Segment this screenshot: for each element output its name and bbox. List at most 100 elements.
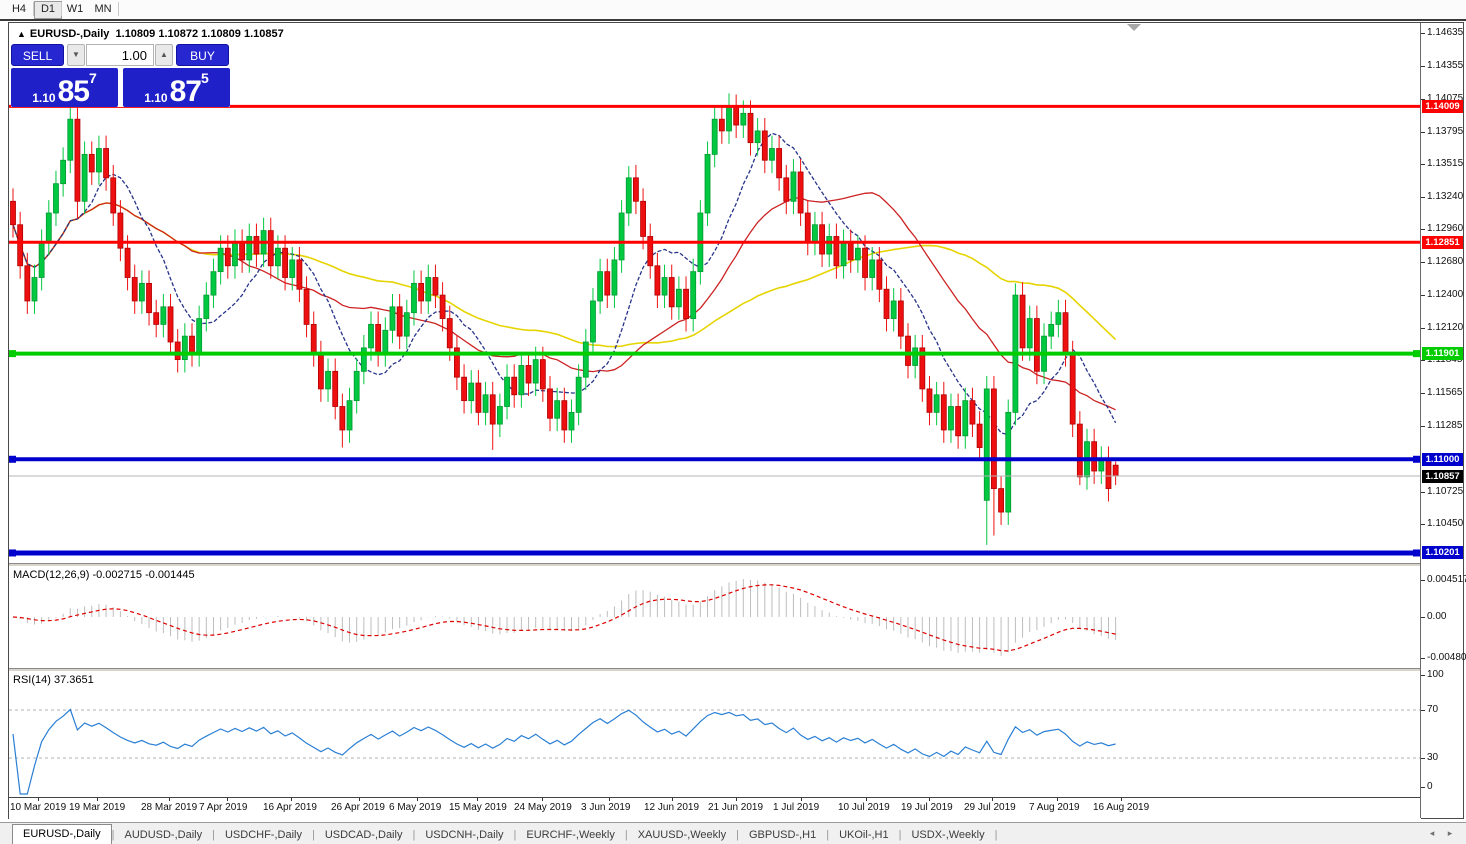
candle-body xyxy=(625,177,632,214)
tab-xauusd-weekly[interactable]: XAUUSD-,Weekly xyxy=(637,829,727,841)
candle-body xyxy=(239,241,246,261)
candle-body xyxy=(890,300,897,319)
macd-chart[interactable] xyxy=(9,567,1421,668)
candle-body xyxy=(933,394,940,413)
tab-scroll-left-icon[interactable]: ◂ xyxy=(1429,828,1435,838)
candle-body xyxy=(1062,312,1069,355)
date-axis-tick xyxy=(169,798,170,801)
level-handle[interactable] xyxy=(9,455,16,463)
date-axis-label: 3 Jun 2019 xyxy=(581,802,631,813)
tab-usdcnh-daily[interactable]: USDCNH-,Daily xyxy=(425,829,504,841)
timeframe-button-d1[interactable]: D1 xyxy=(34,1,62,19)
candle-body xyxy=(210,271,217,296)
candle-body xyxy=(53,183,59,214)
candle-body xyxy=(153,312,160,325)
candle-body xyxy=(181,335,188,360)
candle-body xyxy=(368,324,374,349)
tab-usdx-weekly[interactable]: USDX-,Weekly xyxy=(911,829,985,841)
volume-step-down[interactable]: ▼ xyxy=(67,44,85,66)
level-handle[interactable] xyxy=(1413,350,1420,358)
pane-divider[interactable] xyxy=(9,668,1463,672)
tab-eurchf-weekly[interactable]: EURCHF-,Weekly xyxy=(526,829,615,841)
rsi-chart[interactable] xyxy=(9,672,1421,797)
volume-step-up[interactable]: ▲ xyxy=(155,44,173,66)
candle-body xyxy=(289,259,296,278)
candle-body xyxy=(833,236,840,267)
date-axis-label: 6 May 2019 xyxy=(389,802,442,813)
timeframe-button-mn[interactable]: MN xyxy=(94,3,112,15)
candle-body xyxy=(718,118,725,132)
tab-ukoil-h1[interactable]: UKOil-,H1 xyxy=(839,829,889,841)
volume-input[interactable] xyxy=(86,44,154,66)
candle-body xyxy=(1105,458,1112,489)
buy-button[interactable]: BUY xyxy=(176,44,229,66)
candlestick-chart[interactable] xyxy=(9,23,1421,563)
timeframe-button-h4[interactable]: H4 xyxy=(11,3,27,15)
date-axis-tick xyxy=(38,798,39,801)
date-axis-tick xyxy=(227,798,228,801)
candle-body xyxy=(504,376,510,407)
macd-signal-line xyxy=(12,584,1116,652)
pane-divider[interactable] xyxy=(9,563,1463,567)
level-handle[interactable] xyxy=(9,549,16,557)
date-axis-tick xyxy=(477,798,478,801)
date-axis-label: 10 Jul 2019 xyxy=(838,802,890,813)
candle-body xyxy=(790,171,797,202)
candle-body xyxy=(854,247,861,261)
macd-label: MACD(12,26,9) -0.002715 -0.001445 xyxy=(13,569,195,581)
candle-body xyxy=(217,247,224,273)
price-axis[interactable]: 1.14635 1.14355 1.14075 1.13795 1.13515 1.132… xyxy=(1420,23,1466,818)
candle-body xyxy=(174,341,181,360)
candle-body xyxy=(547,388,553,419)
candle-body xyxy=(138,282,145,302)
date-axis-label: 15 May 2019 xyxy=(449,802,507,813)
candle-body xyxy=(747,112,754,144)
axis-tick xyxy=(1421,262,1425,264)
candle-body xyxy=(375,324,382,355)
level-handle[interactable] xyxy=(1413,549,1420,557)
date-axis-tick xyxy=(992,798,993,801)
candle-body xyxy=(1091,441,1098,472)
candle-body xyxy=(17,224,24,267)
rsi-tick-label: 30 xyxy=(1427,752,1439,763)
candle-body xyxy=(203,294,210,319)
level-handle[interactable] xyxy=(1413,455,1420,463)
chart-window[interactable]: ▲ EURUSD-,Daily 1.10809 1.10872 1.10809 1… xyxy=(8,22,1466,819)
rsi-pane[interactable]: RSI(14) 37.3651 xyxy=(9,672,1421,797)
sell-price-quote[interactable]: 1.10 85 7 xyxy=(11,68,118,107)
tab-separator: | xyxy=(826,829,830,841)
ma-mid-line xyxy=(12,192,1116,411)
tab-audusd-daily[interactable]: AUDUSD-,Daily xyxy=(124,829,203,841)
date-axis-tick xyxy=(801,798,802,801)
level-handle[interactable] xyxy=(9,350,16,358)
candle-body xyxy=(496,406,503,425)
price-chart-pane[interactable] xyxy=(9,23,1421,563)
tab-eurusd-daily[interactable]: EURUSD-,Daily xyxy=(12,824,112,844)
axis-tick xyxy=(1421,787,1425,788)
candle-body xyxy=(582,341,589,378)
candle-body xyxy=(110,177,117,214)
timeframe-button-w1[interactable]: W1 xyxy=(66,3,84,15)
candle-body xyxy=(196,318,203,355)
price-tick-label: 1.12120 xyxy=(1427,321,1464,333)
sell-button[interactable]: SELL xyxy=(11,44,64,66)
tab-usdchf-daily[interactable]: USDCHF-,Daily xyxy=(224,829,302,841)
tab-usdcad-daily[interactable]: USDCAD-,Daily xyxy=(324,829,403,841)
macd-pane[interactable]: MACD(12,26,9) -0.002715 -0.001445 xyxy=(9,567,1421,668)
candle-body xyxy=(325,370,331,390)
candle-body xyxy=(962,400,969,437)
date-axis-tick xyxy=(736,798,737,801)
date-axis[interactable]: 10 Mar 2019 19 Mar 2019 28 Mar 2019 7 Apr 2… xyxy=(9,797,1421,819)
buy-price-quote[interactable]: 1.10 87 5 xyxy=(123,68,230,107)
tab-scroll-right-icon[interactable]: ▸ xyxy=(1447,828,1453,838)
tab-gbpusd-h1[interactable]: GBPUSD-,H1 xyxy=(748,829,817,841)
candle-body xyxy=(511,376,518,396)
candle-body xyxy=(797,171,804,214)
candle-body xyxy=(912,347,919,366)
axis-tick xyxy=(1421,758,1425,759)
tab-separator: | xyxy=(898,829,902,841)
autoscroll-marker-icon[interactable] xyxy=(1127,24,1141,31)
axis-tick xyxy=(1421,360,1425,362)
candle-body xyxy=(146,282,152,314)
candle-body xyxy=(568,411,575,431)
